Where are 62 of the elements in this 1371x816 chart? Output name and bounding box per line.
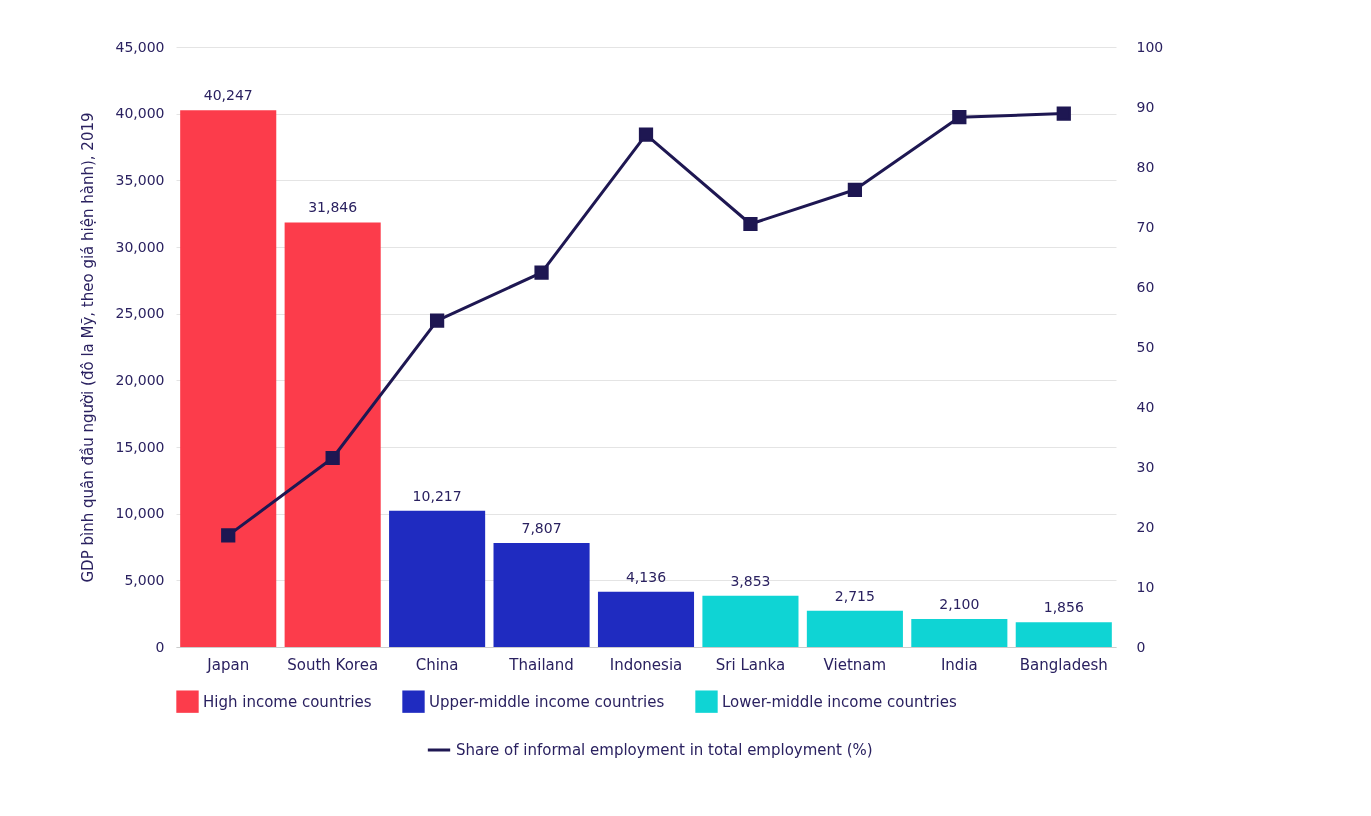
y2-tick-label: 10 — [1136, 578, 1155, 595]
data-label: 4,136 — [625, 568, 667, 585]
x-tick-label: Japan — [206, 655, 250, 674]
point — [847, 182, 863, 197]
y-axis-title: GDP bình quân đầu người (đô la Mỹ, theo giá hiện hành), 2019 — [78, 112, 97, 583]
y2-tick-label: 80 — [1136, 158, 1155, 175]
point — [638, 127, 654, 142]
y-tick-label: 30,000 — [115, 238, 165, 255]
x-tick-label: India — [940, 655, 978, 674]
y-tick-label: 25,000 — [115, 305, 165, 322]
data-label: 1,856 — [1043, 599, 1084, 616]
legend-label: High income countries — [203, 692, 372, 711]
x-tick-label: Bangladesh — [1019, 655, 1108, 674]
point — [743, 216, 758, 232]
bar — [597, 591, 695, 647]
y-tick-label: 5,000 — [124, 571, 165, 588]
bar — [493, 542, 590, 647]
bar — [702, 595, 799, 647]
bar — [180, 110, 277, 647]
point — [325, 450, 340, 466]
y-tick-label: 40,000 — [115, 105, 165, 122]
x-tick-label: Sri Lanka — [715, 655, 786, 674]
legend-label: Upper-middle income countries — [429, 692, 665, 711]
data-label: 40,247 — [203, 87, 253, 104]
y2-tick-label: 0 — [1136, 638, 1146, 655]
y2-tick-label: 70 — [1136, 218, 1155, 235]
y-tick-label: 0 — [155, 638, 165, 655]
point — [221, 528, 236, 543]
legend-label: Share of informal employment in total employment (%) — [456, 741, 873, 759]
data-label: 2,100 — [939, 596, 980, 612]
x-tick-label: Vietnam — [823, 655, 887, 674]
bar — [911, 619, 1008, 647]
y-tick-label: 10,000 — [115, 505, 165, 522]
y2-tick-label: 90 — [1136, 98, 1155, 115]
bar — [1015, 622, 1112, 647]
legend-label: Lower-middle income countries — [722, 692, 957, 711]
point — [534, 265, 549, 280]
y2-tick-label: 50 — [1136, 338, 1155, 355]
y-tick-label: 20,000 — [115, 371, 165, 388]
x-tick-label: South Korea — [287, 655, 379, 674]
y-tick-label: 35,000 — [115, 171, 165, 188]
y2-tick-label: 20 — [1136, 518, 1155, 535]
point — [1056, 106, 1071, 121]
y-tick-label: 15,000 — [115, 438, 165, 455]
y2-tick-label: 60 — [1136, 278, 1155, 295]
data-label: 31,846 — [308, 199, 358, 216]
y2-tick-label: 40 — [1136, 398, 1155, 415]
point — [429, 313, 445, 328]
y-tick-label: 45,000 — [115, 38, 165, 55]
x-tick-label: China — [415, 655, 459, 674]
data-label: 7,807 — [521, 519, 562, 536]
point — [952, 110, 967, 125]
data-label: 3,853 — [730, 572, 771, 589]
x-tick-label: Indonesia — [609, 655, 683, 674]
data-label: 10,217 — [412, 487, 462, 504]
y2-tick-label: 100 — [1136, 38, 1164, 55]
y2-tick-label: 30 — [1136, 458, 1155, 475]
bar — [806, 610, 903, 647]
bar — [284, 222, 381, 647]
bar — [389, 510, 486, 647]
x-tick-label: Thailand — [508, 655, 574, 674]
data-label: 2,715 — [834, 587, 875, 604]
